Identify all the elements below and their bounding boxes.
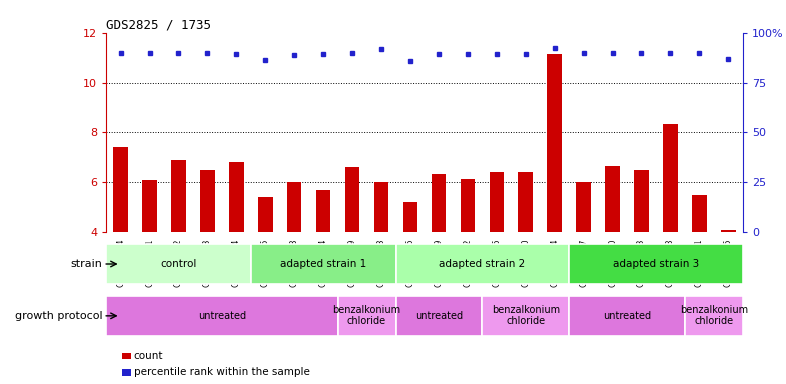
Text: GDS2825 / 1735: GDS2825 / 1735: [106, 18, 211, 31]
Bar: [605, 166, 620, 232]
Text: adapted strain 2: adapted strain 2: [439, 259, 526, 269]
Bar: [461, 179, 475, 232]
Bar: [721, 230, 736, 232]
Bar: [200, 170, 215, 232]
Text: untreated: untreated: [198, 311, 246, 321]
Bar: [634, 170, 648, 232]
Bar: [374, 182, 388, 232]
Bar: [663, 124, 678, 232]
Bar: [142, 180, 156, 232]
Bar: [345, 167, 359, 232]
Bar: [171, 160, 185, 232]
Bar: [483, 296, 569, 336]
Bar: [402, 202, 417, 232]
Bar: [395, 244, 569, 284]
Text: untreated: untreated: [415, 311, 463, 321]
Bar: [685, 296, 743, 336]
Bar: [106, 296, 338, 336]
Bar: [338, 296, 395, 336]
Bar: [258, 197, 273, 232]
Text: adapted strain 1: adapted strain 1: [280, 259, 366, 269]
Bar: [490, 172, 504, 232]
Bar: [251, 244, 395, 284]
Text: adapted strain 3: adapted strain 3: [613, 259, 699, 269]
Bar: [692, 195, 707, 232]
Text: percentile rank within the sample: percentile rank within the sample: [134, 367, 310, 377]
Text: benzalkonium
chloride: benzalkonium chloride: [332, 305, 401, 326]
Bar: [569, 296, 685, 336]
Text: benzalkonium
chloride: benzalkonium chloride: [680, 305, 748, 326]
Bar: [106, 244, 251, 284]
Text: strain: strain: [70, 259, 102, 269]
Bar: [576, 182, 591, 232]
Bar: [569, 244, 743, 284]
Bar: [395, 296, 483, 336]
Bar: [519, 172, 533, 232]
Bar: [432, 174, 446, 232]
Bar: [113, 147, 128, 232]
Text: benzalkonium
chloride: benzalkonium chloride: [492, 305, 560, 326]
Bar: [316, 190, 330, 232]
Text: growth protocol: growth protocol: [15, 311, 102, 321]
Text: untreated: untreated: [603, 311, 651, 321]
Bar: [229, 162, 244, 232]
Text: control: control: [160, 259, 196, 269]
Bar: [547, 54, 562, 232]
Text: count: count: [134, 351, 163, 361]
Bar: [287, 182, 302, 232]
